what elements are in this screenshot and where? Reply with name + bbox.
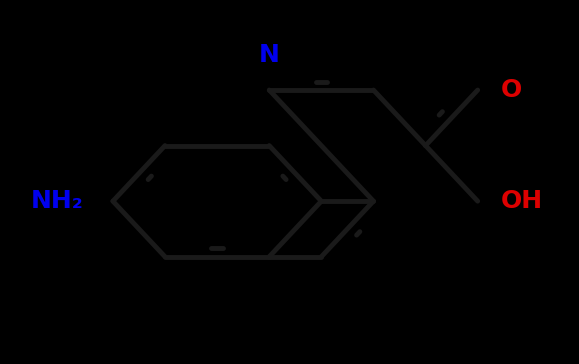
Text: OH: OH	[501, 189, 543, 213]
Text: NH₂: NH₂	[31, 189, 84, 213]
Text: O: O	[501, 78, 522, 102]
Text: N: N	[259, 43, 280, 67]
